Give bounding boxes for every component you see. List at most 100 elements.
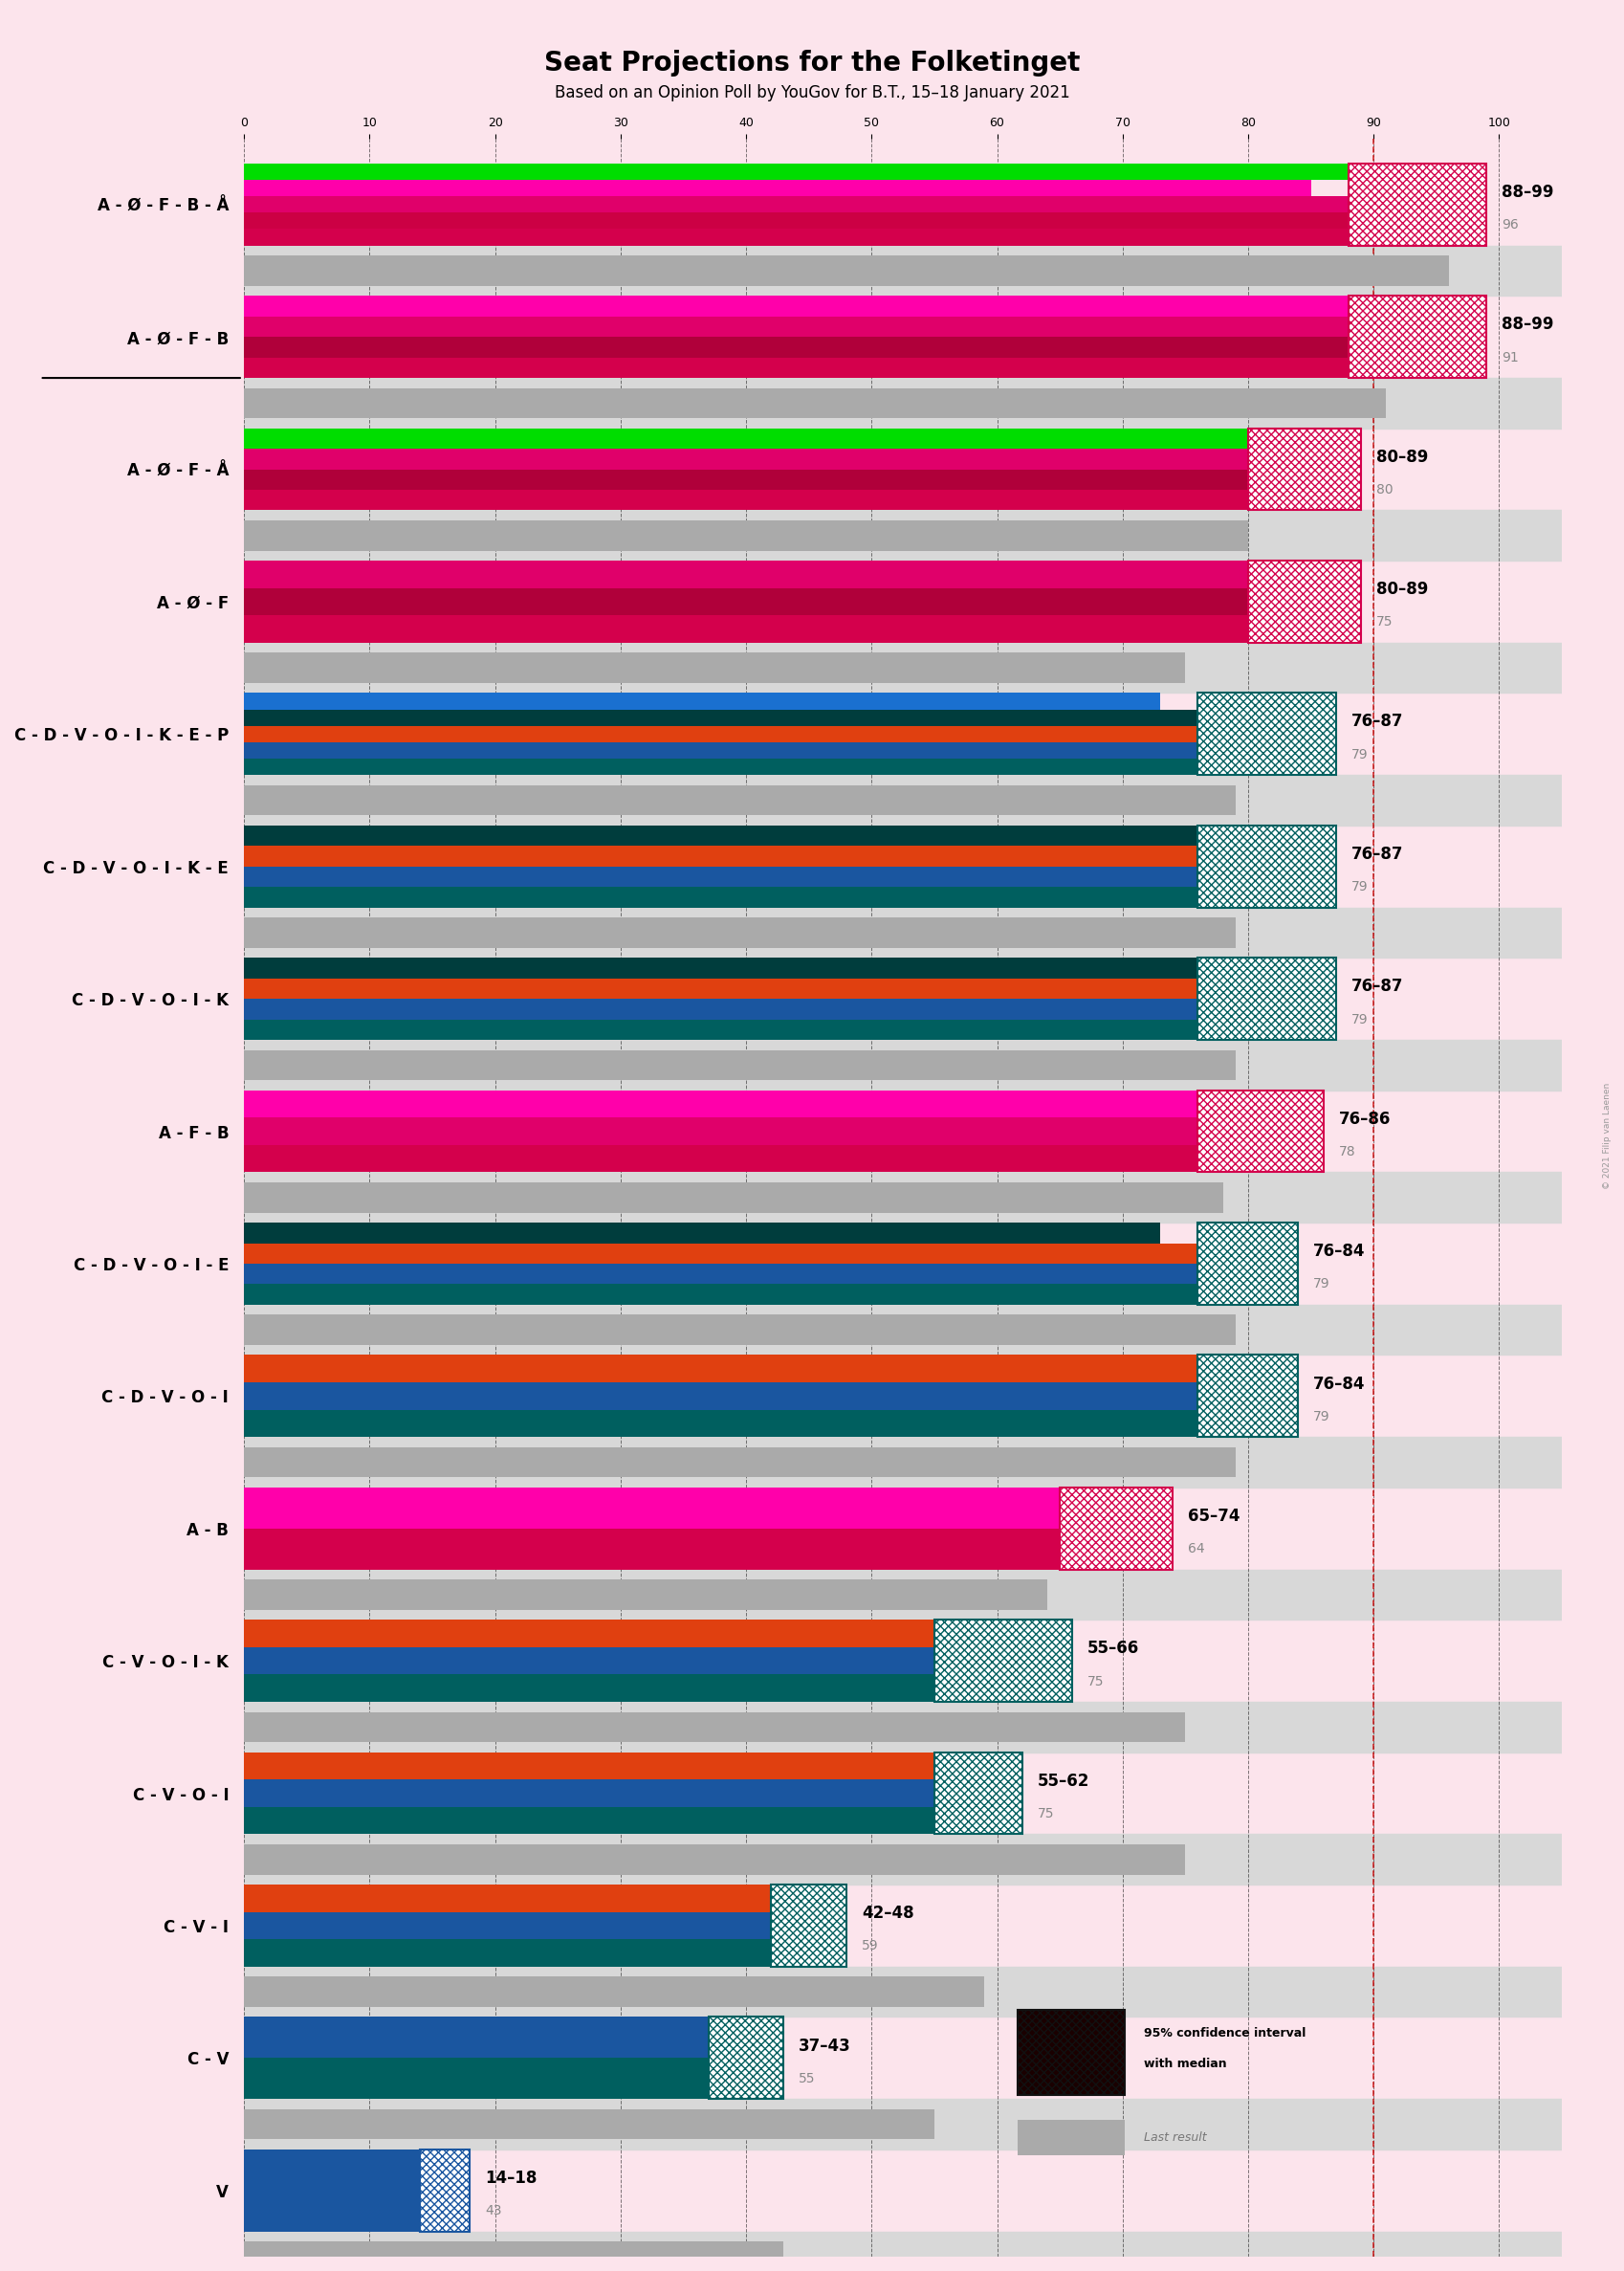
Bar [244,1315,1234,1344]
Bar [244,1183,1223,1213]
Bar [244,1438,1561,1488]
Bar [1197,1356,1298,1438]
Bar [771,1885,846,1967]
Bar [244,1383,1247,1410]
Text: 64: 64 [1187,1542,1203,1556]
Bar [244,693,1160,709]
Bar [244,1528,1173,1569]
Bar [244,388,1385,418]
Bar [244,615,1361,643]
Text: 65–74: 65–74 [1187,1508,1239,1524]
Bar [1017,2121,1124,2155]
Bar [244,888,1335,908]
Bar [244,1780,971,1808]
Bar [244,1939,846,1967]
Bar [244,588,1298,615]
Text: 14–18: 14–18 [486,2169,538,2187]
Bar [244,1172,1561,1222]
Bar [1197,1222,1298,1306]
Bar [244,824,1197,847]
Text: 59: 59 [861,1939,879,1953]
Bar [244,2148,469,2232]
Bar [1197,958,1335,1040]
Text: 95% confidence interval: 95% confidence interval [1143,2028,1306,2039]
Bar [1247,561,1361,643]
Bar [244,908,1561,958]
Bar [244,1885,771,1912]
Bar [244,1619,934,1646]
Bar [244,847,1234,868]
Bar [244,1447,1234,1478]
Text: 76–86: 76–86 [1338,1111,1390,1129]
Bar [244,257,1449,286]
Text: Seat Projections for the Folketinget: Seat Projections for the Folketinget [544,50,1080,77]
Text: 75: 75 [1036,1808,1054,1821]
Text: 76–87: 76–87 [1350,979,1402,995]
Bar [244,1145,1322,1172]
Bar [244,179,1311,195]
Text: 88–99: 88–99 [1501,184,1553,200]
Bar [244,1090,1197,1117]
Bar [244,429,1247,450]
Text: 80–89: 80–89 [1376,581,1427,597]
Bar [244,999,1285,1020]
Text: 37–43: 37–43 [799,2037,851,2055]
Bar [244,1488,1059,1528]
Bar [244,759,1335,774]
Bar [244,2098,1561,2148]
Bar [244,245,1561,295]
Bar [244,1581,1047,1610]
Text: 42–48: 42–48 [861,1905,913,1921]
Text: with median: with median [1143,2058,1226,2071]
Bar [244,1976,984,2008]
Bar [244,1844,1184,1874]
Bar [244,1049,1234,1081]
Bar [244,164,1449,179]
Bar [244,743,1285,759]
Bar [244,1222,1160,1242]
Bar [244,2017,732,2058]
Text: 76–87: 76–87 [1350,845,1402,863]
Text: 55–62: 55–62 [1036,1771,1088,1790]
Bar [244,917,1234,947]
Bar [244,1808,1021,1835]
Bar [244,709,1197,727]
Text: 79: 79 [1312,1410,1330,1424]
Bar [244,470,1298,491]
Bar [244,2110,934,2139]
Bar [244,1967,1561,2017]
Bar [244,336,1410,357]
Bar [244,295,1385,316]
Bar [1197,824,1335,908]
Bar [244,1356,1197,1383]
Text: 79: 79 [1350,881,1367,895]
Text: 96: 96 [1501,218,1518,232]
Bar [244,520,1247,550]
Bar [244,958,1197,979]
Bar [244,1712,1184,1742]
Text: 91: 91 [1501,350,1518,363]
Text: 78: 78 [1338,1145,1354,1158]
Bar [244,727,1234,743]
Bar [244,450,1247,470]
Bar [934,1753,1021,1835]
Bar [1017,2010,1124,2096]
Bar [244,2058,783,2098]
Bar [1197,693,1335,774]
Text: Based on an Opinion Poll by YouGov for B.T., 15–18 January 2021: Based on an Opinion Poll by YouGov for B… [554,84,1070,102]
Text: 79: 79 [1350,1013,1367,1026]
Bar [244,2241,783,2271]
Bar [244,1753,934,1780]
Bar [244,652,1184,684]
Bar [244,2232,1561,2271]
Text: 55–66: 55–66 [1086,1640,1138,1658]
Bar [244,774,1561,824]
Bar [1348,295,1486,377]
Bar [244,229,1486,245]
Bar [419,2148,469,2232]
Bar [244,491,1361,511]
Bar [244,1569,1561,1619]
Bar [244,1242,1197,1263]
Text: 79: 79 [1350,747,1367,761]
Bar [708,2017,783,2098]
